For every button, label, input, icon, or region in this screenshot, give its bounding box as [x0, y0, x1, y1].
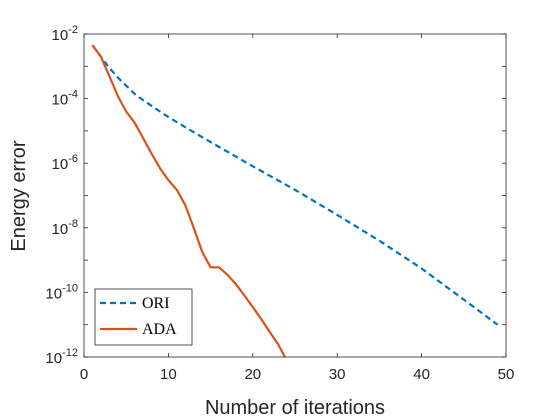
- series-line-ori: [91, 44, 499, 326]
- x-tick-label: 0: [80, 366, 88, 383]
- y-tick-base: 10: [52, 27, 69, 44]
- x-tick-label: 40: [413, 366, 430, 383]
- y-tick-base: 10: [45, 350, 62, 367]
- y-tick-exponent: -6: [68, 153, 78, 165]
- legend-label-ada: ADA: [142, 321, 177, 338]
- y-tick-label: 10-2: [52, 24, 78, 44]
- legend: ORI ADA: [94, 288, 193, 346]
- y-tick-label: 10-4: [52, 89, 78, 109]
- x-tick-label: 20: [244, 366, 261, 383]
- series-line-ada: [91, 44, 286, 358]
- legend-label-ori: ORI: [142, 295, 170, 312]
- y-tick-exponent: -12: [62, 347, 78, 359]
- y-axis-title: Energy error: [8, 140, 30, 251]
- y-tick-label: 10-12: [45, 347, 78, 367]
- y-tick-exponent: -8: [68, 218, 78, 230]
- y-tick-label: 10-8: [52, 218, 78, 238]
- legend-box: [94, 288, 193, 346]
- x-tick-label: 10: [160, 366, 177, 383]
- y-tick-base: 10: [52, 156, 69, 173]
- x-tick-label: 30: [329, 366, 346, 383]
- y-tick-exponent: -10: [62, 282, 78, 294]
- y-tick-base: 10: [45, 285, 62, 302]
- x-tick-label: 50: [498, 366, 515, 383]
- y-tick-base: 10: [52, 221, 69, 238]
- y-tick-label: 10-6: [52, 153, 78, 173]
- y-tick-label: 10-10: [45, 282, 78, 302]
- y-tick-base: 10: [52, 92, 69, 109]
- y-tick-exponent: -4: [68, 89, 78, 101]
- x-axis-title: Number of iterations: [205, 397, 385, 419]
- series-layer: [91, 44, 499, 358]
- y-tick-exponent: -2: [68, 24, 78, 36]
